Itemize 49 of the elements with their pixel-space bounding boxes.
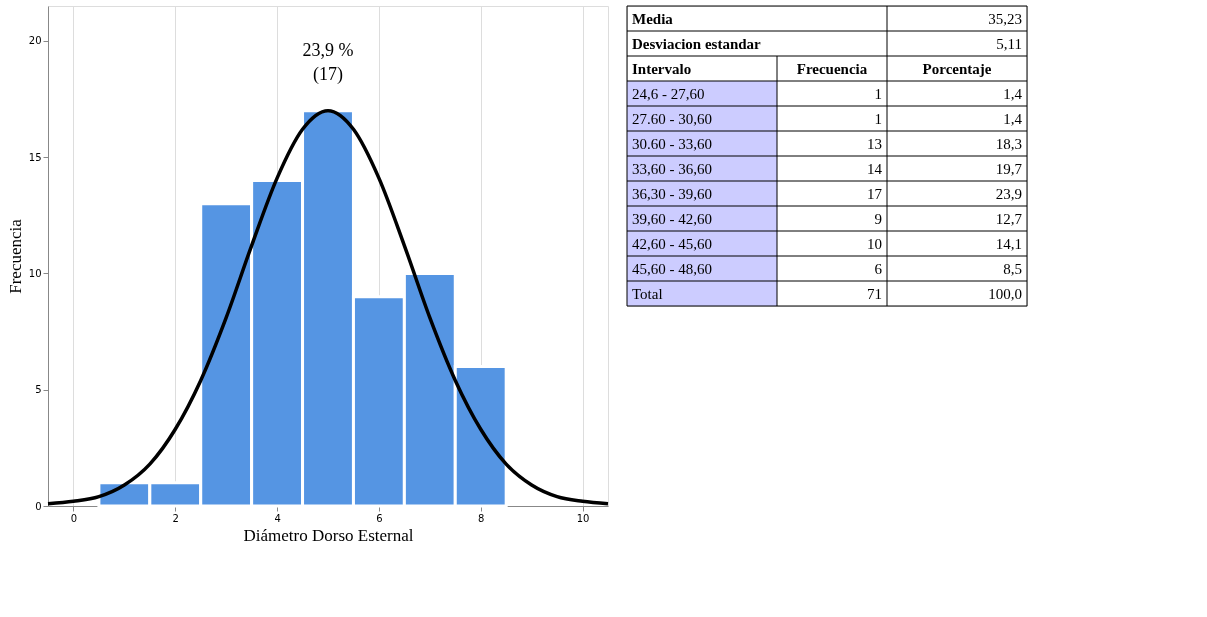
x-tick-label: 4 xyxy=(274,512,281,524)
text: 35,23 xyxy=(988,10,1022,27)
text: 100,0 xyxy=(988,285,1022,302)
y-tick-label: 20 xyxy=(28,35,42,47)
y-tick-label: 0 xyxy=(35,500,42,512)
text: Media xyxy=(632,10,674,27)
text: Desviacion estandar xyxy=(632,35,762,52)
annotation: (17) xyxy=(313,63,343,85)
y-axis-title: Frecuencia xyxy=(5,218,25,294)
text: 23,9 xyxy=(995,185,1022,202)
text: 14 xyxy=(867,160,883,177)
y-tick-label: 10 xyxy=(28,267,42,279)
text: Total xyxy=(632,285,663,302)
y-tick-label: 5 xyxy=(35,384,42,396)
x-tick-label: 2 xyxy=(172,512,179,524)
text: 1,4 xyxy=(1003,110,1023,127)
text: Frecuencia xyxy=(796,60,868,77)
text: 1 xyxy=(874,110,882,127)
text: Porcentaje xyxy=(922,60,992,77)
text: 33,60 - 36,60 xyxy=(632,160,712,177)
text: 19,7 xyxy=(995,160,1023,177)
y-tick-label: 15 xyxy=(28,151,42,163)
text: 10 xyxy=(867,235,882,252)
x-tick-label: 10 xyxy=(576,512,590,524)
text: 8,5 xyxy=(1003,260,1022,277)
x-tick-label: 0 xyxy=(70,512,78,524)
text: 13 xyxy=(867,135,882,152)
text: 1 xyxy=(874,85,882,102)
text: 24,6 - 27,60 xyxy=(632,85,705,102)
text: 5,11 xyxy=(996,35,1022,52)
annotation: 23,9 % xyxy=(302,39,354,60)
text: 1,4 xyxy=(1003,85,1023,102)
x-axis-title: Diámetro Dorso Esternal xyxy=(243,525,414,545)
text: 9 xyxy=(874,210,882,227)
text: 14,1 xyxy=(995,235,1022,252)
x-tick-label: 6 xyxy=(376,512,383,524)
text: 45,60 - 48,60 xyxy=(632,260,712,277)
text: 17 xyxy=(867,185,883,202)
text: 12,7 xyxy=(995,210,1023,227)
text: 6 xyxy=(874,260,883,277)
text: 42,60 - 45,60 xyxy=(632,235,712,252)
x-tick-label: 8 xyxy=(478,512,485,524)
text: 27.60 - 30,60 xyxy=(632,110,712,127)
text: 39,60 - 42,60 xyxy=(632,210,712,227)
text: 18,3 xyxy=(995,135,1022,152)
text: 71 xyxy=(867,285,882,302)
text: 30.60 - 33,60 xyxy=(632,135,712,152)
text: Intervalo xyxy=(632,60,692,77)
text: 36,30 - 39,60 xyxy=(632,185,712,202)
